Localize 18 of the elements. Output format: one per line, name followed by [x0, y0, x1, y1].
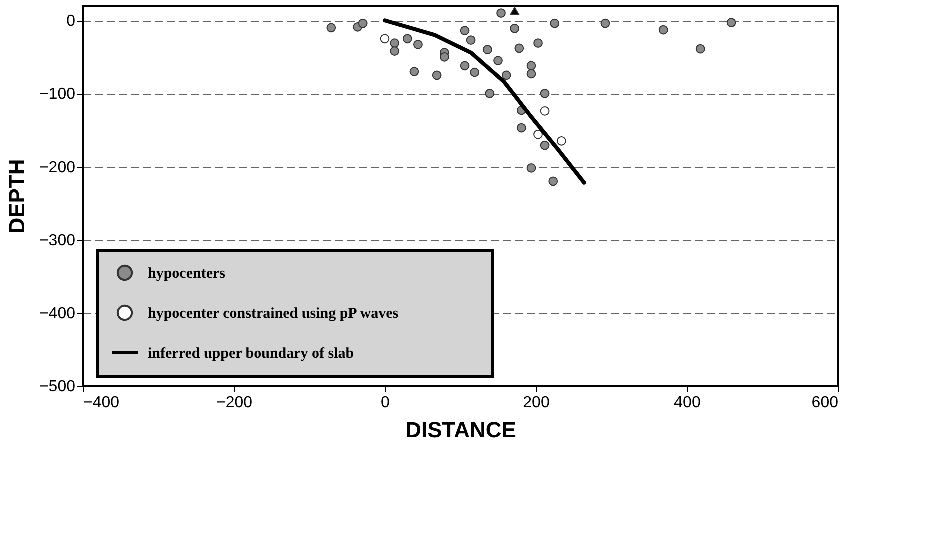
y-tick-label: −400 — [39, 305, 76, 322]
y-axis-title: DEPTH — [4, 159, 30, 234]
y-tick-label: −200 — [39, 159, 76, 176]
x-tick-label: 600 — [812, 394, 839, 412]
x-axis-title: DISTANCE — [406, 418, 516, 442]
x-tick-label: −200 — [216, 394, 253, 412]
y-tick-label: −100 — [39, 86, 76, 104]
legend-label: inferred upper boundary of slab — [148, 346, 354, 362]
y-tick-label: −300 — [39, 232, 76, 250]
y-tick-label: −500 — [39, 378, 76, 396]
x-tick-label: 400 — [674, 394, 701, 412]
legend-label: hypocenter constrained using pP waves — [148, 306, 399, 322]
x-tick-label: 200 — [523, 394, 550, 412]
line-series — [383, 18, 586, 185]
y-tick-label: 0 — [66, 13, 76, 30]
x-tick-label: 0 — [381, 394, 390, 412]
x-tick-label: −400 — [84, 394, 120, 412]
legend-label: hypocenters — [148, 266, 226, 282]
